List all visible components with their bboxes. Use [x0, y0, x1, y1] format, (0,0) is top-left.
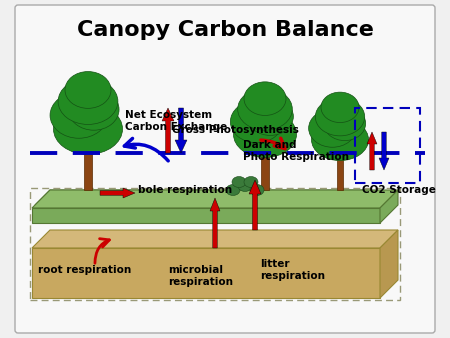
- Ellipse shape: [309, 109, 356, 147]
- FancyBboxPatch shape: [15, 5, 435, 333]
- Ellipse shape: [250, 185, 264, 195]
- Text: root respiration: root respiration: [38, 265, 131, 275]
- FancyArrow shape: [367, 132, 377, 170]
- Ellipse shape: [65, 72, 111, 108]
- Bar: [337, 157, 343, 190]
- Ellipse shape: [247, 98, 293, 136]
- Ellipse shape: [321, 92, 359, 123]
- Text: Net Ecosystem
Carbon Exchange: Net Ecosystem Carbon Exchange: [125, 110, 227, 131]
- Bar: [261, 153, 269, 190]
- FancyArrow shape: [379, 132, 389, 170]
- Text: microbial
respiration: microbial respiration: [168, 265, 233, 287]
- Text: Gross Photosynthesis: Gross Photosynthesis: [172, 125, 299, 135]
- FancyArrow shape: [175, 108, 187, 153]
- Text: Dark and
Photo Respiration: Dark and Photo Respiration: [243, 140, 349, 162]
- FancyArrow shape: [100, 188, 135, 198]
- FancyArrow shape: [162, 108, 174, 153]
- Bar: [84, 150, 92, 190]
- FancyArrow shape: [249, 180, 261, 230]
- Ellipse shape: [311, 119, 369, 161]
- Text: Canopy Carbon Balance: Canopy Carbon Balance: [76, 20, 373, 40]
- Text: litter
respiration: litter respiration: [260, 259, 325, 281]
- Text: bole respiration: bole respiration: [138, 185, 232, 195]
- Ellipse shape: [54, 104, 122, 154]
- Ellipse shape: [230, 101, 283, 143]
- Ellipse shape: [226, 185, 240, 195]
- Polygon shape: [32, 208, 380, 223]
- Ellipse shape: [238, 88, 292, 130]
- Ellipse shape: [50, 92, 108, 138]
- Ellipse shape: [238, 180, 252, 192]
- Ellipse shape: [244, 176, 258, 188]
- Text: CO2 Storage: CO2 Storage: [362, 185, 436, 195]
- Polygon shape: [35, 190, 370, 205]
- Ellipse shape: [232, 176, 246, 188]
- Ellipse shape: [324, 106, 366, 141]
- Ellipse shape: [58, 78, 118, 124]
- Polygon shape: [380, 190, 398, 223]
- Ellipse shape: [68, 89, 119, 130]
- Polygon shape: [32, 248, 380, 298]
- Ellipse shape: [244, 82, 286, 116]
- FancyArrow shape: [210, 198, 220, 248]
- Ellipse shape: [315, 98, 365, 136]
- Polygon shape: [32, 190, 398, 208]
- Polygon shape: [32, 230, 398, 248]
- Polygon shape: [380, 230, 398, 298]
- Ellipse shape: [234, 111, 297, 158]
